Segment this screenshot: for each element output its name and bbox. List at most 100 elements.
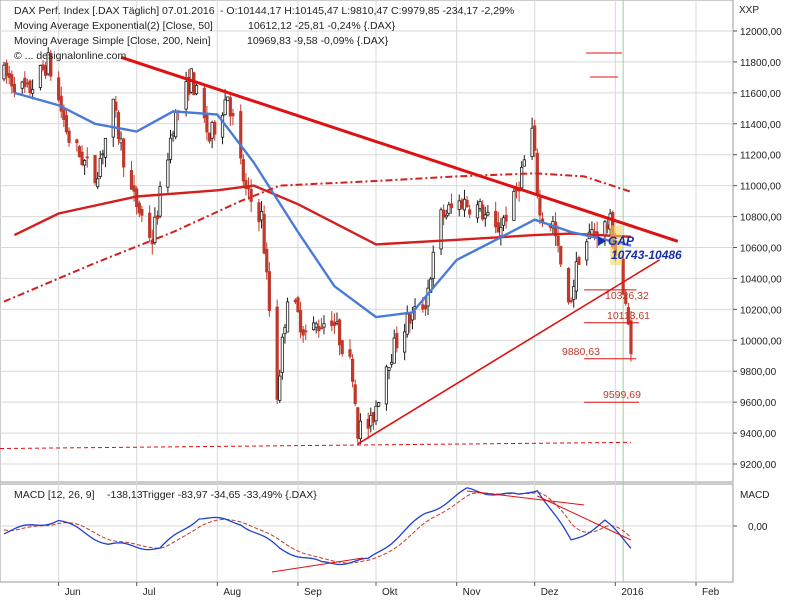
candle-body [285, 301, 290, 333]
candle-body [447, 204, 451, 214]
candle-body [629, 320, 633, 355]
y-tick-label: 10800,00 [740, 213, 782, 224]
candle-body [226, 96, 230, 102]
candle-body [538, 197, 542, 216]
candle-body [348, 349, 352, 357]
macd-legend: MACD [12, 26, 9] -138,13 Trigger -83,97 … [14, 489, 769, 533]
gap-label: GAP [608, 234, 635, 248]
candle-body [605, 224, 610, 230]
y-tick-label: 10400,00 [740, 274, 782, 285]
candle-body [98, 157, 102, 177]
y-tick-label: 12000,00 [740, 27, 782, 38]
candle-body [392, 337, 396, 364]
candle-body [231, 113, 235, 117]
sma-line [13, 184, 632, 246]
legend-sma: Moving Average Simple [Close, 200, Nein] [14, 35, 211, 47]
candle-body [311, 322, 316, 331]
candle-body [148, 212, 152, 238]
candle-body [340, 340, 344, 355]
gap-arrow-icon [598, 236, 606, 246]
candle-body [298, 310, 303, 333]
candle-body [522, 159, 526, 167]
macd-trigger: Trigger -83,97 -34,65 -33,49% {.DAX} [142, 489, 317, 501]
candle-body [257, 202, 261, 223]
candle-body [158, 186, 162, 217]
candle-body [64, 115, 69, 133]
candle-body [460, 199, 464, 209]
macd-label: MACD [12, 26, 9] [14, 489, 95, 501]
candle-body [486, 212, 490, 216]
candle-body [280, 336, 284, 373]
y-tick-label: 11000,00 [740, 182, 781, 193]
y-tick-label: 10000,00 [740, 336, 782, 347]
candle-body [265, 248, 269, 273]
gap-range: 10743-10486 [611, 248, 682, 262]
x-tick-label: 2016 [621, 587, 644, 598]
candle-body [304, 330, 308, 333]
candle-body [2, 64, 6, 80]
candle-body [457, 200, 461, 210]
candles [2, 47, 633, 446]
candle-body [592, 231, 597, 234]
candle-body [439, 209, 443, 250]
candle-body [421, 304, 425, 310]
candle-body [41, 64, 45, 70]
candle-body [387, 367, 391, 371]
indicator-lines [3, 91, 632, 566]
candle-body [496, 222, 500, 233]
candle-body [192, 72, 196, 96]
candle-body [153, 216, 157, 244]
ema-line [14, 91, 632, 319]
candle-body [512, 190, 516, 221]
candle-body [621, 258, 625, 295]
legend-sma-values: 10969,83 -9,58 -0,09% {.DAX} [247, 35, 389, 47]
candle-body [20, 81, 24, 89]
candle-body [59, 95, 63, 112]
candle-body [44, 65, 48, 76]
candle-body [317, 325, 321, 332]
candle-body [223, 99, 227, 116]
candle-body [332, 322, 336, 326]
candle-body [244, 180, 248, 189]
macd-panel [0, 483, 734, 583]
candle-body [351, 358, 355, 382]
candle-body [501, 217, 506, 226]
candle-body [442, 209, 446, 218]
candle-body [462, 198, 467, 211]
candle-body [283, 326, 287, 335]
x-tick-label: Nov [463, 587, 481, 598]
candle-body [259, 211, 264, 221]
y-tick-label: 11400,00 [740, 120, 781, 131]
y-tick-label: 9600,00 [740, 398, 777, 409]
currency-label: XXP [739, 5, 759, 16]
candle-body [423, 305, 428, 310]
candle-body [129, 170, 134, 190]
x-tick-label: Aug [223, 587, 241, 598]
candle-body [207, 132, 212, 142]
legend-ema: Moving Average Exponential(2) [Close, 50… [14, 20, 213, 32]
candle-body [330, 320, 334, 327]
candle-body [293, 299, 297, 303]
candle-body [475, 204, 480, 219]
candle-body [556, 235, 560, 246]
candle-body [85, 156, 89, 159]
candle-body [478, 201, 482, 209]
gap-box [610, 225, 623, 266]
candle-body [12, 83, 17, 93]
downtrend-line [120, 55, 679, 243]
x-tick-label: Sep [304, 587, 322, 598]
candle-body [239, 111, 243, 159]
y-tick-label: 11600,00 [740, 89, 781, 100]
candle-body [577, 257, 581, 265]
candle-body [155, 215, 160, 220]
candle-body [213, 121, 217, 135]
annotations: GAP 10743-10486 10326,32 10113,61 9880,6… [562, 234, 682, 401]
uptrend-line [357, 259, 660, 445]
candle-body [38, 64, 43, 88]
candle-body [335, 321, 339, 324]
candle-body [520, 166, 524, 189]
long-trend-dashed-line [3, 172, 632, 303]
candle-body [405, 313, 409, 335]
candle-body [377, 402, 381, 407]
candle-body [403, 331, 407, 353]
